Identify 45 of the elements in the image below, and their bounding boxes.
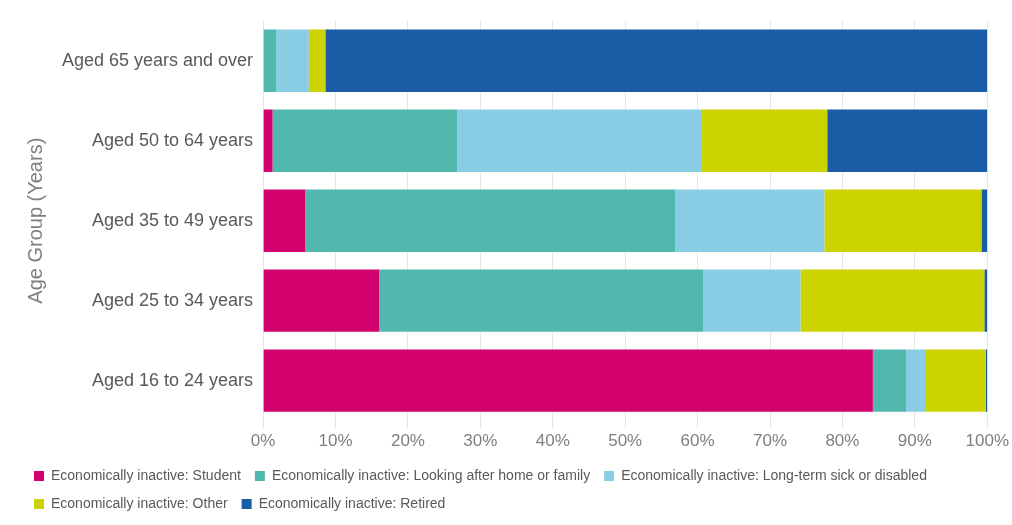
bar bbox=[263, 269, 379, 332]
x-tick-label: 90% bbox=[897, 431, 932, 451]
bar bbox=[263, 189, 306, 252]
bar bbox=[675, 189, 825, 252]
x-tick-label: 20% bbox=[390, 431, 425, 451]
legend-label: Economically inactive: Looking after home or family bbox=[271, 466, 591, 483]
y-tick-label: Aged 16 to 24 years bbox=[92, 369, 254, 390]
legend-label: Economically inactive: Retired bbox=[258, 494, 446, 511]
bar bbox=[701, 109, 828, 172]
x-tick-label: 70% bbox=[753, 431, 788, 451]
y-tick-label: Aged 25 to 34 years bbox=[92, 289, 254, 310]
x-tick-label: 40% bbox=[535, 431, 570, 451]
bar bbox=[872, 349, 907, 412]
bar bbox=[906, 349, 925, 412]
bar bbox=[824, 189, 982, 252]
y-axis-title: Age Group (Years) bbox=[23, 137, 46, 304]
bar bbox=[263, 109, 273, 172]
bar bbox=[703, 269, 801, 332]
bar bbox=[263, 29, 277, 92]
x-tick-label: 10% bbox=[318, 431, 353, 451]
bar bbox=[276, 29, 309, 92]
y-tick-label: Aged 65 years and over bbox=[61, 49, 254, 70]
bar bbox=[924, 349, 986, 412]
legend-label: Economically inactive: Other bbox=[51, 494, 228, 511]
bar bbox=[308, 29, 326, 92]
x-tick-label: 60% bbox=[680, 431, 715, 451]
bar bbox=[378, 269, 704, 332]
x-tick-label: 0% bbox=[250, 431, 276, 451]
y-tick-label: Aged 50 to 64 years bbox=[92, 129, 254, 150]
x-tick-label: 30% bbox=[463, 431, 498, 451]
y-tick-label: Aged 35 to 49 years bbox=[92, 209, 254, 230]
bar bbox=[305, 189, 676, 252]
bar bbox=[325, 29, 988, 92]
bar bbox=[263, 349, 873, 412]
bar bbox=[827, 109, 988, 172]
bar bbox=[981, 189, 988, 252]
bar bbox=[457, 109, 702, 172]
bar bbox=[272, 109, 458, 172]
bar bbox=[800, 269, 985, 332]
x-tick-label: 80% bbox=[825, 431, 860, 451]
legend-label: Economically inactive: Long-term sick or disabled bbox=[621, 466, 927, 483]
bar bbox=[984, 269, 988, 332]
legend-label: Economically inactive: Student bbox=[51, 466, 241, 483]
x-tick-label: 100% bbox=[965, 431, 1009, 451]
x-tick-label: 50% bbox=[608, 431, 643, 451]
